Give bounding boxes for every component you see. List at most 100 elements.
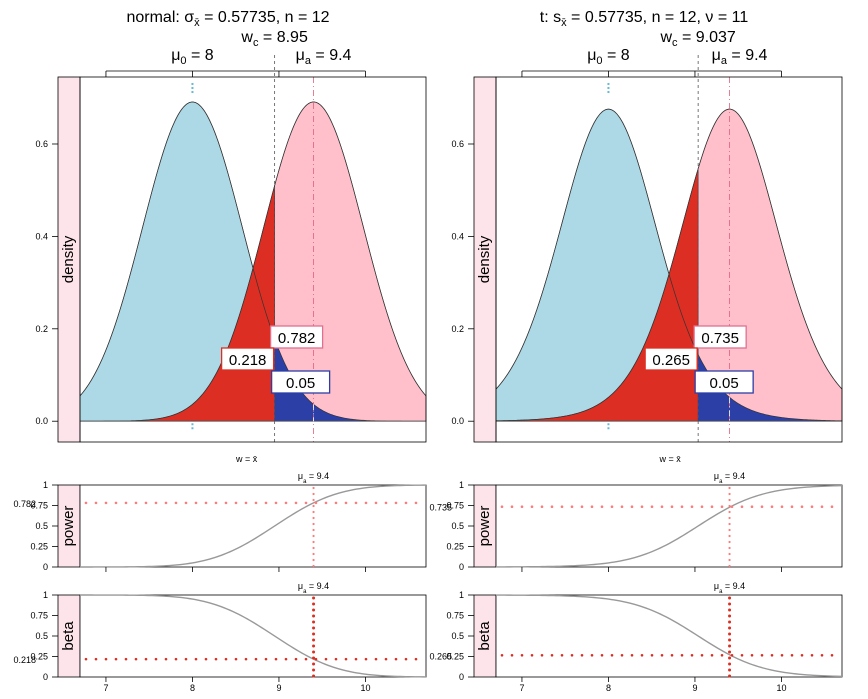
- panel-normal-power: μa = 9.4 power 0 0.25 0.5 0.75 1 0.782: [13, 471, 427, 572]
- chart-title: t: sx̄ = 0.57735, n = 12, ν = 11: [540, 9, 749, 29]
- v-dot: [312, 540, 315, 544]
- power-curve: [495, 484, 843, 568]
- h-dot: [610, 653, 614, 657]
- h-dot: [154, 501, 158, 505]
- h-dot: [820, 505, 824, 509]
- v-dot: [728, 656, 732, 660]
- v-dot: [312, 510, 315, 514]
- h-dot: [94, 657, 98, 661]
- h-dot: [520, 653, 524, 657]
- x-tick-label: 10: [360, 683, 370, 693]
- left-value-label: 0.735: [429, 503, 452, 513]
- h-dot: [660, 505, 664, 509]
- critical-value-label: wc = 9.037: [659, 29, 735, 49]
- h-dot: [680, 505, 684, 509]
- h-dot: [404, 501, 408, 505]
- v-dot: [728, 626, 732, 630]
- v-dot: [312, 656, 316, 660]
- y-tick-label: 1: [43, 480, 48, 490]
- beta-value-label: 0.265: [652, 352, 690, 369]
- y-tick-label: 0: [459, 672, 464, 682]
- h-dot: [540, 505, 544, 509]
- h-dot: [510, 653, 514, 657]
- mua-small-label: μa = 9.4: [298, 471, 329, 485]
- v-dot: [728, 540, 731, 544]
- h-dot: [184, 501, 188, 505]
- v-dot: [312, 614, 316, 618]
- v-dot: [312, 668, 316, 672]
- h-dot: [580, 653, 584, 657]
- h-dot: [650, 505, 654, 509]
- h-dot: [384, 501, 388, 505]
- power-value-label: 0.782: [278, 330, 316, 347]
- alpha-value-label: 0.05: [710, 375, 739, 392]
- v-dot: [728, 662, 732, 666]
- y-tick-label: 0.2: [451, 324, 464, 334]
- h-dot: [234, 501, 238, 505]
- h-dot: [810, 505, 814, 509]
- v-dot: [728, 608, 732, 612]
- mu0-label: μ0 = 8: [171, 47, 214, 67]
- y-tick-label: 0.4: [35, 231, 48, 241]
- x-tick-label: 8: [606, 683, 611, 693]
- h-dot: [304, 657, 308, 661]
- x-tick-label: 9: [276, 683, 281, 693]
- h-dot: [560, 653, 564, 657]
- h-dot: [770, 505, 774, 509]
- h-dot: [740, 505, 744, 509]
- h-dot: [640, 505, 644, 509]
- v-dot: [312, 608, 316, 612]
- h-dot: [384, 657, 388, 661]
- v-dot: [312, 498, 315, 502]
- h-dot: [550, 505, 554, 509]
- v-dot: [728, 504, 731, 508]
- h-dot: [740, 653, 744, 657]
- h-dot: [404, 657, 408, 661]
- h-dot: [570, 505, 574, 509]
- h-dot: [224, 501, 228, 505]
- h-dot: [294, 657, 298, 661]
- h-dot: [414, 501, 418, 505]
- h-dot: [630, 653, 634, 657]
- y-tick-label: 0.2: [35, 324, 48, 334]
- h-dot: [324, 657, 328, 661]
- h-dot: [104, 501, 108, 505]
- h-dot: [690, 505, 694, 509]
- v-dot: [728, 674, 732, 678]
- h-dot: [234, 657, 238, 661]
- h-dot: [414, 657, 418, 661]
- h-dot: [394, 501, 398, 505]
- h-dot: [154, 657, 158, 661]
- h-dot: [314, 657, 318, 661]
- h-dot: [750, 505, 754, 509]
- y-tick-label: 0.5: [35, 521, 48, 531]
- h-dot: [164, 657, 168, 661]
- h-dot: [174, 501, 178, 505]
- y-tick-label: 0.75: [30, 501, 48, 511]
- h-dot: [244, 501, 248, 505]
- h-dot: [334, 501, 338, 505]
- y-tick-label: 0.75: [446, 501, 464, 511]
- v-dot: [728, 614, 732, 618]
- h-dot: [550, 653, 554, 657]
- alpha-value-label-box: [270, 370, 331, 394]
- y-tick-label: 1: [459, 480, 464, 490]
- plot-frame: [79, 484, 427, 568]
- x-tick-label: 7: [519, 683, 524, 693]
- h-dot: [354, 657, 358, 661]
- h-dot: [84, 657, 88, 661]
- v-dot: [312, 492, 315, 496]
- v-dot: [728, 668, 732, 672]
- h-dot: [810, 653, 814, 657]
- x-axis-label: w = x̄: [659, 454, 682, 464]
- h-dot: [650, 653, 654, 657]
- h-dot: [194, 657, 198, 661]
- h-dot: [510, 505, 514, 509]
- h-dot: [710, 505, 714, 509]
- h-dot: [640, 653, 644, 657]
- h-dot: [214, 501, 218, 505]
- y-tick-label: 0: [43, 562, 48, 572]
- h-dot: [790, 505, 794, 509]
- y-tick-label: 0.25: [30, 542, 48, 552]
